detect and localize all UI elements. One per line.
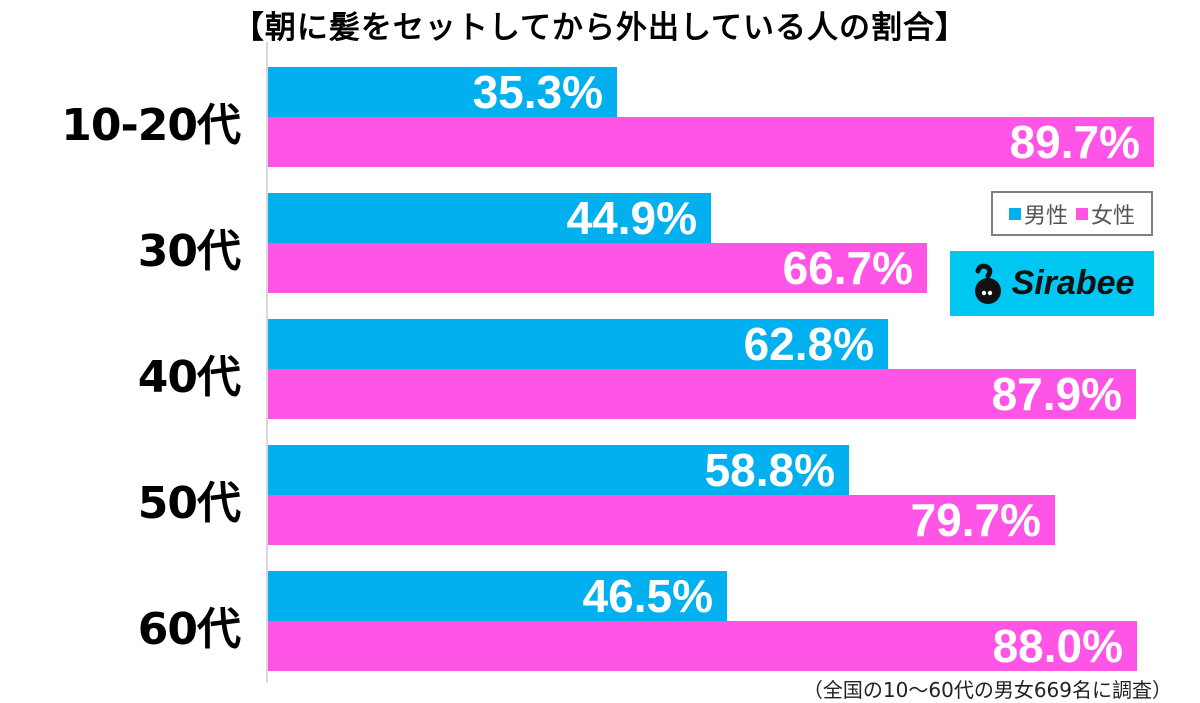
category-label: 30代 [137,226,241,277]
chart-title: 【朝に髪をセットしてから外出している人の割合】 [232,10,968,46]
female-value-label: 87.9% [991,368,1122,420]
female-value-label: 66.7% [782,242,913,294]
male-value-label: 46.5% [582,570,713,622]
male-bar: 44.9% [268,192,711,244]
female-bar: 79.7% [268,494,1055,546]
female-swatch-icon [1076,207,1088,220]
female-value-label: 89.7% [1009,116,1140,168]
female-bar: 66.7% [268,242,927,294]
survey-footnote: （全国の10〜60代の男女669名に調査） [802,678,1172,702]
sirabee-logo: Sirabee [950,251,1154,316]
category-label: 10-20代 [61,100,241,151]
logo-text: Sirabee [1011,264,1135,302]
male-bar: 62.8% [268,318,888,370]
sirabee-mascot-icon [974,263,1001,304]
legend: 男性 女性 [991,191,1153,236]
male-value-label: 35.3% [472,66,603,118]
male-value-label: 44.9% [566,192,697,244]
male-bar: 58.8% [268,444,849,496]
male-bar: 35.3% [268,66,617,118]
female-bar: 89.7% [268,116,1154,168]
female-value-label: 79.7% [910,494,1041,546]
legend-label-female: 女性 [1091,203,1136,229]
legend-item-female: 女性 [1076,198,1135,230]
legend-item-male: 男性 [1008,198,1068,230]
female-bar: 87.9% [268,368,1136,420]
category-label: 50代 [137,478,241,529]
female-value-label: 88.0% [992,620,1123,672]
legend-label-male: 男性 [1023,203,1068,229]
male-swatch-icon [1008,207,1021,220]
male-value-label: 62.8% [743,318,874,370]
female-bar: 88.0% [268,620,1137,672]
category-label: 40代 [137,352,241,403]
y-axis-line [266,42,268,683]
male-value-label: 58.8% [704,444,835,496]
category-label: 60代 [137,604,241,655]
male-bar: 46.5% [268,570,727,622]
